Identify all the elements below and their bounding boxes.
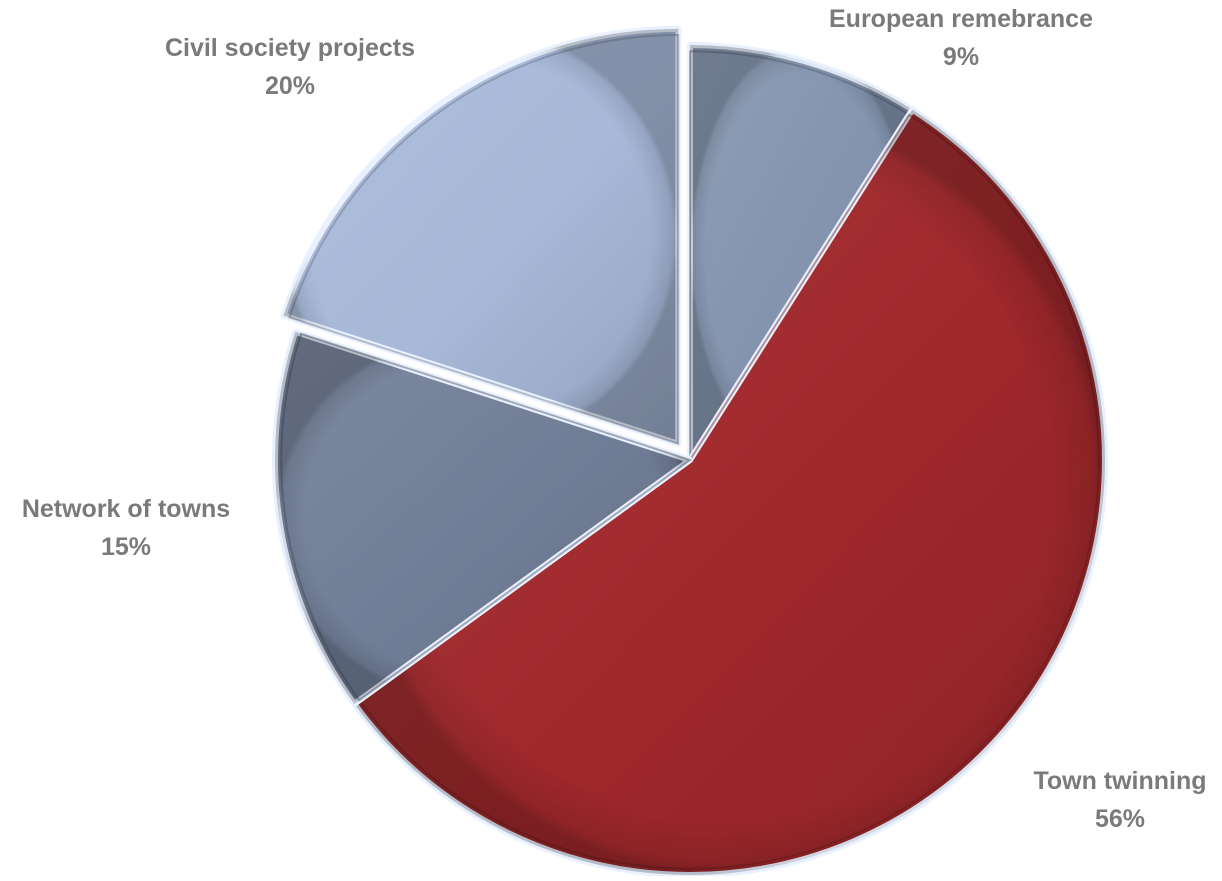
slice-label-town-twinning: Town twinning bbox=[1033, 767, 1206, 795]
pie-slice-civil-society-projects-rim bbox=[283, 28, 679, 444]
pie-slice-network-of-towns-rim bbox=[275, 331, 690, 704]
pie-slice-town-twinning-rim bbox=[354, 109, 1105, 876]
slice-value-label-civil-society-projects: 20% bbox=[265, 72, 315, 100]
pie-slice-european-remebrance bbox=[687, 42, 916, 464]
slice-value-label-european-remebrance: 9% bbox=[943, 43, 979, 71]
slices-layer bbox=[272, 25, 1108, 878]
slice-value-label-town-twinning: 56% bbox=[1095, 805, 1145, 833]
slice-value-label-network-of-towns: 15% bbox=[101, 533, 151, 561]
pie-slice-european-remebrance-rim bbox=[690, 45, 913, 460]
slice-label-european-remebrance: European remebrance bbox=[829, 5, 1093, 33]
pie-slice-network-of-towns bbox=[272, 328, 693, 707]
pie-slice-civil-society-projects bbox=[280, 25, 682, 447]
slice-label-network-of-towns: Network of towns bbox=[22, 495, 230, 523]
pie-slice-town-twinning bbox=[351, 106, 1108, 878]
labels-layer: European remebrance 9% Town twinning 56% Net… bbox=[22, 5, 1207, 833]
slice-label-civil-society-projects: Civil society projects bbox=[165, 34, 415, 62]
